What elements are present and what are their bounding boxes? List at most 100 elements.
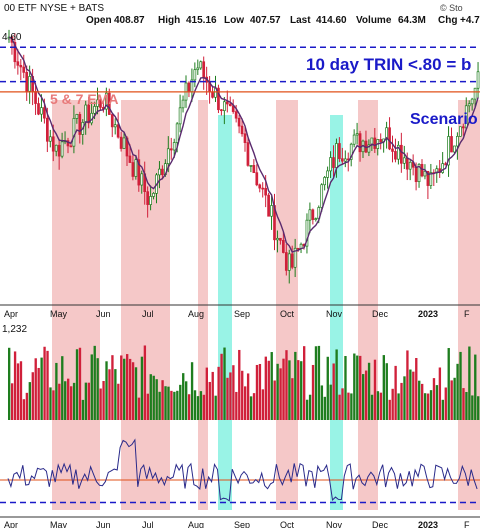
- open-label: Open: [86, 15, 112, 26]
- low-value: 407.57: [250, 15, 281, 26]
- price-x-tick-label: Dec: [372, 309, 389, 319]
- price-candle: [420, 163, 424, 177]
- volume-bar: [468, 346, 471, 420]
- volume-bar: [170, 390, 173, 420]
- trin-x-tick-label: Sep: [234, 520, 250, 528]
- volume-bar: [117, 383, 120, 420]
- price-candle: [255, 172, 259, 186]
- volume-bar: [294, 351, 297, 420]
- volume-bar: [131, 362, 135, 420]
- price-candle: [426, 170, 430, 186]
- volume-bar: [359, 355, 362, 420]
- volume-bar: [329, 384, 332, 420]
- symbol-text: 00 ETF: [4, 3, 37, 14]
- volume-bar: [43, 346, 46, 420]
- price-candle: [461, 126, 465, 129]
- volume-bar: [370, 394, 374, 420]
- ema-note: 5 & 7 EMA: [50, 91, 118, 107]
- volume-bar: [477, 396, 480, 420]
- ema-line: [8, 36, 479, 253]
- trin-x-tick-label: Jun: [96, 520, 111, 528]
- price-candle: [414, 166, 418, 183]
- volume-bar: [412, 371, 415, 420]
- volume-bar: [338, 394, 341, 420]
- volume-bar: [164, 386, 167, 420]
- volume-bar: [72, 382, 76, 420]
- volume-bar: [323, 396, 326, 420]
- price-candle: [134, 159, 138, 177]
- volume-bar: [373, 359, 377, 420]
- open-value: 408.87: [114, 15, 145, 26]
- chg-value: +4.7: [460, 15, 480, 26]
- price-candle: [99, 99, 102, 108]
- price-candle: [28, 76, 31, 92]
- volume-bar: [22, 399, 26, 420]
- volume-bar: [447, 348, 450, 420]
- price-candle: [246, 142, 250, 166]
- volume-bar: [288, 360, 291, 420]
- watermark: © Sto: [440, 3, 463, 13]
- price-candle: [57, 144, 61, 157]
- volume-bar: [285, 350, 288, 420]
- volume-bar: [64, 381, 67, 420]
- price-candle: [96, 99, 99, 107]
- volume-bar: [52, 390, 55, 420]
- price-candle: [243, 133, 247, 143]
- volume-bar: [238, 349, 241, 420]
- volume-bar: [69, 386, 73, 420]
- volume-bar: [391, 388, 394, 420]
- price-candle: [423, 170, 427, 177]
- volume-bar: [84, 382, 88, 420]
- volume-bar: [220, 353, 223, 420]
- volume-bar: [394, 365, 397, 420]
- volume-bar: [176, 390, 179, 420]
- price-candle: [456, 136, 459, 147]
- price-candle: [355, 133, 359, 136]
- price-candle: [284, 252, 288, 271]
- volume-bar: [149, 374, 152, 420]
- price-candle: [196, 67, 200, 71]
- price-candle: [131, 162, 135, 177]
- trin-x-tick-label: 2023: [418, 520, 438, 528]
- trin-x-tick-label: F: [464, 520, 470, 528]
- price-candle: [367, 144, 371, 153]
- volume-bar: [303, 346, 306, 420]
- trin-x-tick-label: Aug: [188, 520, 204, 528]
- volume-bar: [244, 386, 247, 420]
- price-candle: [19, 64, 23, 68]
- volume-bar: [379, 392, 383, 420]
- volume-bar: [34, 358, 37, 420]
- price-candle: [16, 61, 20, 66]
- volume-tag: 1,232: [2, 324, 27, 335]
- volume-bar: [87, 382, 90, 420]
- price-candle: [252, 165, 256, 174]
- price-candle: [335, 143, 338, 168]
- price-candle: [87, 104, 91, 124]
- trin-line: [7, 438, 478, 502]
- low-label: Low: [224, 15, 244, 26]
- axes: Apr Apr May May Jun Jun Jul Jul Aug Aug Sep Sep Oct O…: [0, 304, 480, 528]
- volume-bar: [400, 382, 403, 420]
- price-candle: [296, 247, 300, 250]
- volume-bar: [19, 361, 23, 420]
- price-candle: [69, 145, 73, 148]
- volume-bar: [16, 363, 20, 420]
- price-x-tick-label: Jun: [96, 309, 111, 319]
- volume-bar: [429, 390, 433, 420]
- volume-bar: [90, 354, 93, 420]
- price-candle: [54, 144, 58, 152]
- volume-bar: [423, 393, 427, 420]
- price-candle: [107, 92, 111, 115]
- volume-bar: [179, 384, 182, 420]
- volume-bar: [37, 367, 40, 420]
- price-candle: [84, 104, 88, 123]
- volume-bar: [459, 351, 462, 420]
- price-candle: [116, 124, 120, 138]
- trin-x-tick-label: Dec: [372, 520, 389, 528]
- volume-bar: [353, 353, 356, 420]
- price-candle: [379, 139, 383, 143]
- price-candle: [305, 219, 309, 247]
- volume-bar: [305, 399, 309, 420]
- volume-bar: [58, 383, 61, 420]
- price-candle: [441, 163, 444, 173]
